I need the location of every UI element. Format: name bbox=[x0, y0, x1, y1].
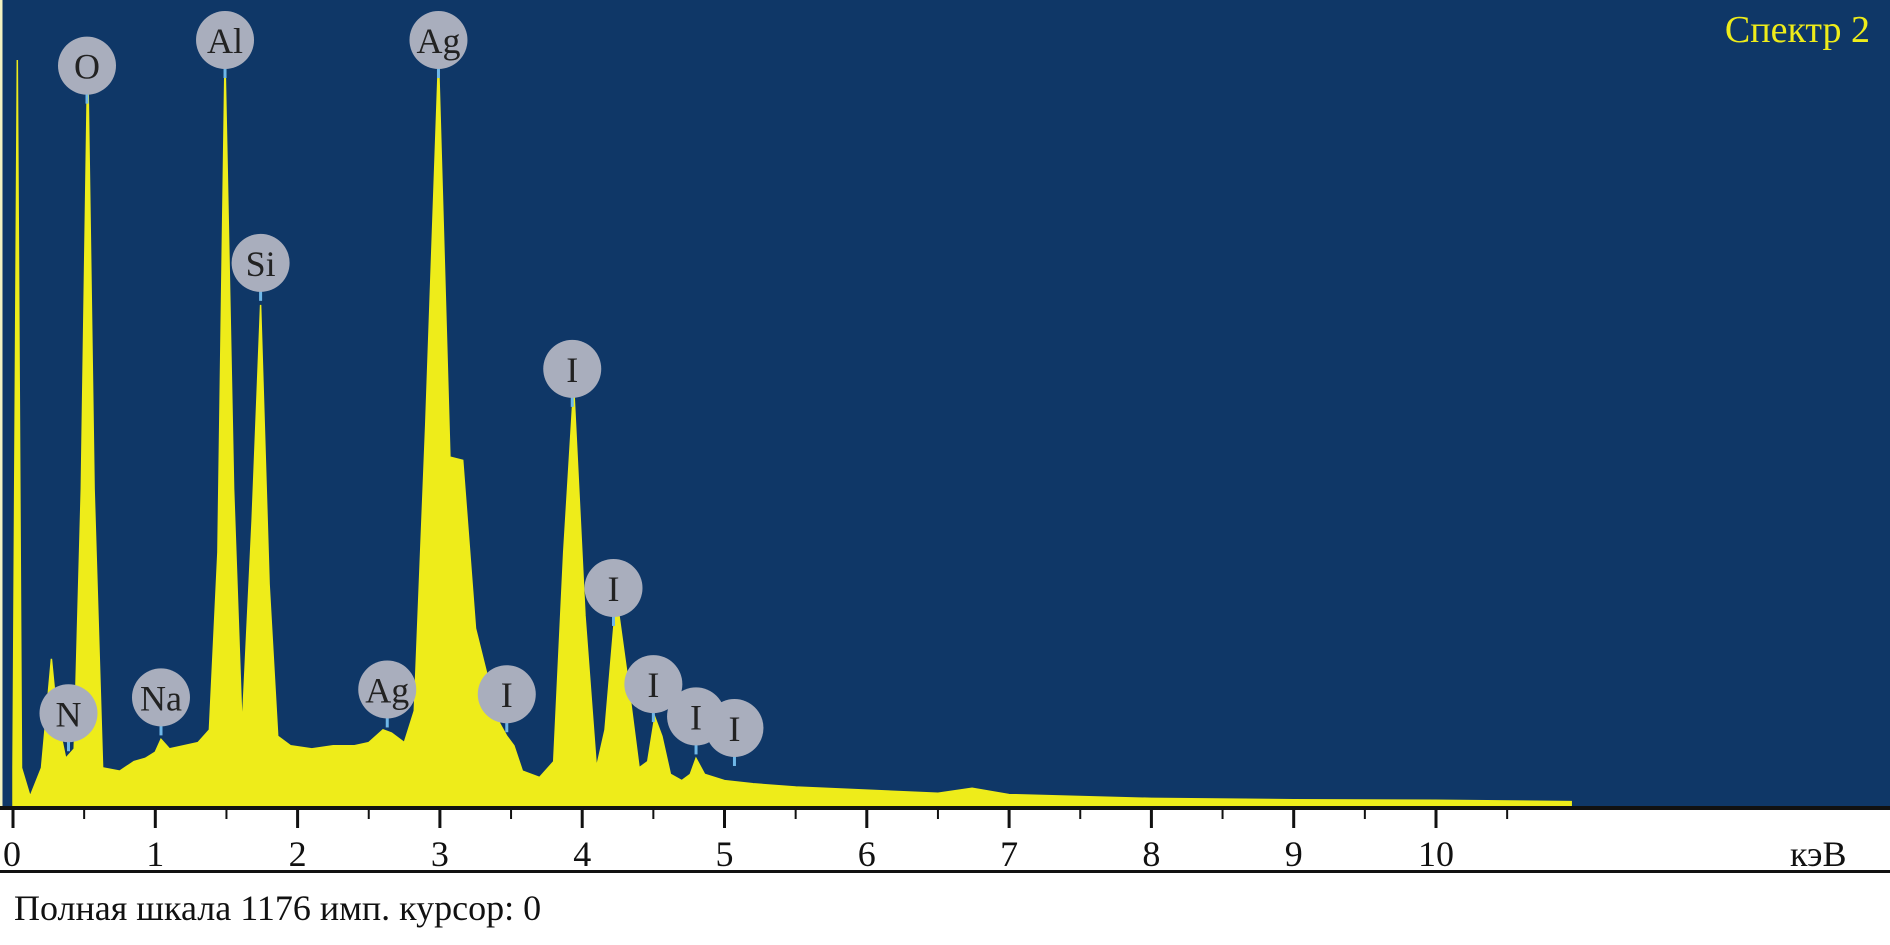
peak-label-bubble bbox=[231, 233, 290, 292]
peak-label-text: Al bbox=[207, 21, 243, 61]
peak-label-bubble bbox=[409, 11, 468, 69]
peak-label-bubble bbox=[477, 665, 536, 724]
peak-label-bubble bbox=[39, 684, 98, 743]
peak-label-text: Na bbox=[140, 678, 182, 718]
peak-label-text: I bbox=[690, 697, 702, 737]
status-text: Полная шкала 1176 имп. курсор: 0 bbox=[14, 888, 542, 928]
peak-label-bubble bbox=[196, 11, 255, 69]
peak-label: I bbox=[543, 339, 602, 407]
peak-label-text: I bbox=[566, 350, 578, 390]
x-tick-label: 4 bbox=[573, 834, 591, 874]
peak-label: Ag bbox=[358, 660, 417, 728]
peak-label-bubble bbox=[57, 36, 116, 95]
peak-label-text: O bbox=[74, 47, 100, 87]
peak-label-bubble bbox=[584, 558, 643, 617]
peak-label-text: Si bbox=[246, 244, 276, 284]
chart-title: Спектр 2 bbox=[1725, 9, 1870, 51]
plot-background bbox=[0, 0, 1890, 808]
peak-label-text: I bbox=[608, 569, 620, 609]
peak-label-text: I bbox=[501, 675, 513, 715]
x-axis-unit-label: кэВ bbox=[1790, 834, 1846, 874]
peak-label-bubble bbox=[705, 699, 764, 757]
peak-label: Al bbox=[196, 11, 255, 78]
spectrum-area bbox=[12, 59, 1572, 807]
peak-label-text: Ag bbox=[416, 21, 460, 61]
x-tick-label: 9 bbox=[1285, 834, 1303, 874]
peak-label: N bbox=[39, 684, 98, 752]
peak-label-bubble bbox=[358, 660, 417, 719]
peak-label-text: I bbox=[647, 665, 659, 705]
peak-label-bubble bbox=[624, 655, 683, 714]
x-tick-label: 10 bbox=[1418, 834, 1454, 874]
x-tick-label: 0 bbox=[3, 834, 21, 874]
x-tick-label: 5 bbox=[716, 834, 734, 874]
peak-label: Ag bbox=[409, 11, 468, 78]
x-tick-label: 3 bbox=[431, 834, 449, 874]
x-tick-label: 7 bbox=[1000, 834, 1018, 874]
peak-label-bubble bbox=[543, 339, 602, 398]
peak-label: I bbox=[584, 558, 643, 626]
peak-label-bubble bbox=[131, 668, 190, 727]
peak-label-text: Ag bbox=[365, 670, 409, 710]
peak-label-text: N bbox=[55, 694, 81, 734]
peak-label: I bbox=[477, 665, 536, 733]
peak-label-text: I bbox=[728, 709, 740, 749]
peak-label: Na bbox=[131, 668, 190, 736]
status-bar: Полная шкала 1176 имп. курсор: 0 bbox=[0, 870, 1890, 945]
peak-label: Si bbox=[231, 233, 290, 301]
x-tick-label: 2 bbox=[289, 834, 307, 874]
x-tick-label: 6 bbox=[858, 834, 876, 874]
peak-label: I bbox=[705, 699, 764, 766]
peak-label: O bbox=[57, 36, 116, 104]
x-tick-label: 1 bbox=[146, 834, 164, 874]
peak-label: I bbox=[624, 655, 683, 723]
x-tick-label: 8 bbox=[1142, 834, 1160, 874]
